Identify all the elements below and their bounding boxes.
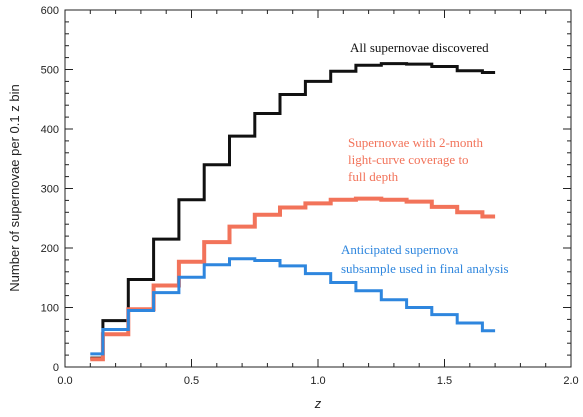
series-annotation-3-line-2: subsample used in final analysis — [341, 261, 509, 276]
plot-frame — [64, 9, 572, 368]
series-annotation-3-line-1: Anticipated supernova — [341, 242, 459, 257]
y-axis-ticks: 0 100 200 300 400 500 600 — [41, 5, 571, 374]
x-tick-label: 0.5 — [184, 375, 199, 387]
x-tick-label: 1.5 — [437, 375, 452, 387]
series-line-3 — [90, 257, 496, 356]
x-axis-ticks: 0.0 0.5 1.0 1.5 2.0 — [57, 10, 579, 387]
y-tick-label: 0 — [53, 362, 59, 374]
annotations: All supernovae discovered Supernovae with… — [341, 40, 509, 276]
x-tick-label: 1.0 — [310, 375, 325, 387]
y-axis-label: Number of supernovae per 0.1 z bin — [7, 84, 22, 291]
y-tick-label: 100 — [41, 303, 59, 315]
series-line-1 — [90, 62, 496, 360]
y-tick-label: 200 — [41, 243, 59, 255]
x-tick-label: 0.0 — [57, 375, 72, 387]
x-axis-label: z — [314, 396, 322, 411]
y-tick-label: 500 — [41, 65, 59, 77]
y-tick-label: 300 — [41, 184, 59, 196]
series-annotation-2-line-3: full depth — [348, 169, 399, 184]
series-layer — [90, 62, 496, 362]
y-tick-label: 600 — [41, 5, 59, 17]
series-annotation-1-line-1: All supernovae discovered — [350, 40, 489, 55]
y-tick-label: 400 — [41, 124, 59, 136]
series-annotation-2-line-2: light-curve coverage to — [348, 152, 469, 167]
x-tick-label: 2.0 — [563, 375, 578, 387]
series-annotation-2-line-1: Supernovae with 2-month — [348, 135, 484, 150]
